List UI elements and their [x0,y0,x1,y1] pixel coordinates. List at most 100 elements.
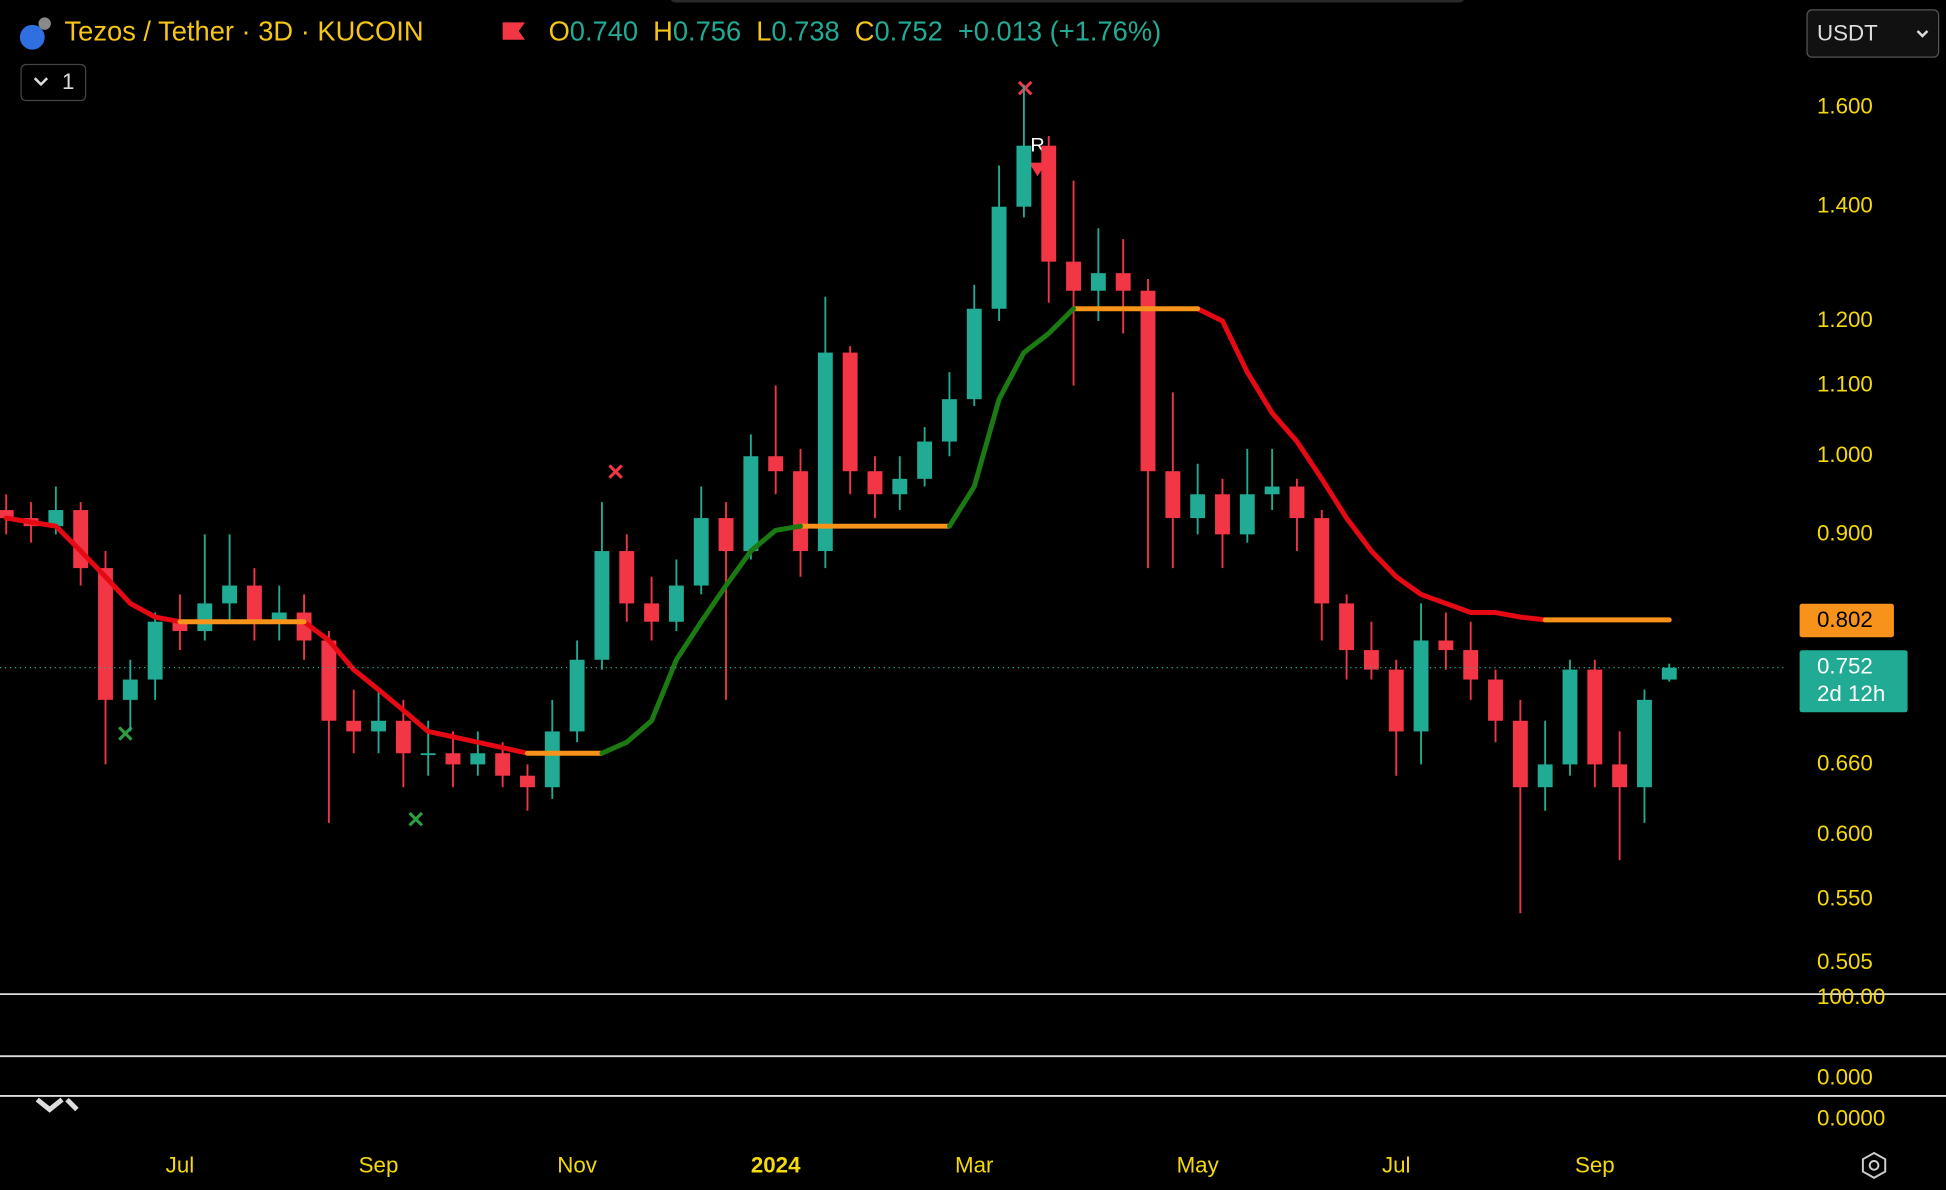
candle-body [1339,603,1355,651]
candle-body [1115,273,1131,291]
candle-body [941,399,957,442]
candle-body [1661,667,1677,680]
candle-body [693,518,709,586]
candle-body [48,510,64,527]
pane-scale-label: 0.0000 [1817,1105,1885,1130]
ohlc-key: O [549,16,570,47]
candle-body [346,720,362,732]
collapse-count: 1 [62,69,74,94]
ohlc-value: 0.738 [771,16,839,47]
candle-body [321,640,337,721]
candle-body [917,441,933,479]
currency-label: USDT [1817,21,1878,46]
candle-body [1239,494,1255,535]
trend-line [177,306,1672,756]
candle-body [743,456,759,552]
plot-area [0,84,1677,914]
ohlc-value: 0.752 [874,16,942,47]
indicator-badge-label: 0.802 [1817,607,1873,632]
candle-body [644,603,660,622]
candle-body [619,551,635,604]
candle-body [1314,518,1330,604]
candle-body [1016,145,1032,207]
symbol-title[interactable]: Tezos / Tether · 3D · KUCOIN [65,16,424,47]
candle-body [1612,764,1628,788]
settings-icon[interactable] [1861,1151,1887,1179]
candle-body [1488,679,1503,721]
candle-body [1438,640,1454,651]
candle-body [445,753,461,765]
pane-clip [0,995,1788,997]
y-tick-label: 0.900 [1817,520,1873,545]
candle-body [1463,650,1479,680]
candle-body [1413,640,1429,732]
candle-body [1041,145,1057,262]
candle-body [1165,471,1181,519]
candle-body [1140,290,1156,472]
y-tick-label: 0.660 [1817,750,1873,775]
ohlc-key: H [653,16,673,47]
candle-body [1215,494,1230,535]
x-tick-label: Mar [955,1153,994,1178]
candle-body [1264,486,1280,495]
candle-body [1090,273,1106,291]
candle-body [544,731,560,788]
candle-body [1363,650,1379,670]
buy-marker [408,811,424,827]
ohlc-value: 0.740 [570,16,638,47]
logo-fragment [35,1097,79,1113]
trend-line [599,306,1077,756]
indicator-badge [1799,603,1894,638]
x-tick-label: Sep [359,1153,399,1178]
candle-body [718,518,734,552]
chevron [33,77,49,87]
candle-body [1066,261,1081,291]
candle-body [197,603,213,632]
x-tick-label: Jul [166,1153,195,1178]
candle-body [495,753,511,776]
ohlc-value: 0.756 [673,16,741,47]
x-tick-label: 2024 [751,1153,801,1178]
y-tick-label: 1.600 [1817,94,1873,119]
candle-body [892,478,908,495]
symbol-icon-badge [38,17,51,30]
candle-body [395,720,411,754]
settings-icon-center [1868,1160,1880,1171]
candle-body [1190,494,1206,519]
countdown-label: 2d 12h [1817,681,1885,706]
y-tick-label: 0.600 [1817,821,1873,846]
collapse-button[interactable] [20,63,87,102]
candle-body [793,471,808,552]
x-tick-label: Sep [1575,1153,1615,1178]
candle-body [520,775,535,788]
x-tick-label: Nov [557,1153,598,1178]
ohlc-key: L [756,16,771,47]
ohlc-readout: O0.740 H0.756 L0.738 C0.752 +0.013 (+1.7… [549,16,1162,47]
chevron [1916,30,1929,38]
candle-body [1388,669,1404,732]
candle-body [371,720,386,732]
price-badge [1799,650,1908,713]
candle-body [668,585,684,622]
flag-icon[interactable] [502,22,525,40]
symbol-icon [19,24,45,50]
candle-body [222,585,238,604]
x-tick-label: May [1177,1153,1220,1178]
candle-body [867,471,883,495]
candle-body [594,551,610,660]
price-change: +0.013 (+1.76%) [958,16,1161,47]
sell-marker [1017,80,1033,96]
candle-body [991,206,1007,309]
currency-select[interactable] [1806,9,1940,58]
ohlc-key: C [855,16,875,47]
candle-body [172,621,188,632]
trend-line [3,306,1548,756]
candle-body [122,679,138,700]
candle-body [1637,699,1652,788]
pane-scale-label: 0.000 [1817,1064,1873,1089]
candle-body [470,753,486,765]
candle-body [569,659,585,732]
candle-body [817,352,833,552]
